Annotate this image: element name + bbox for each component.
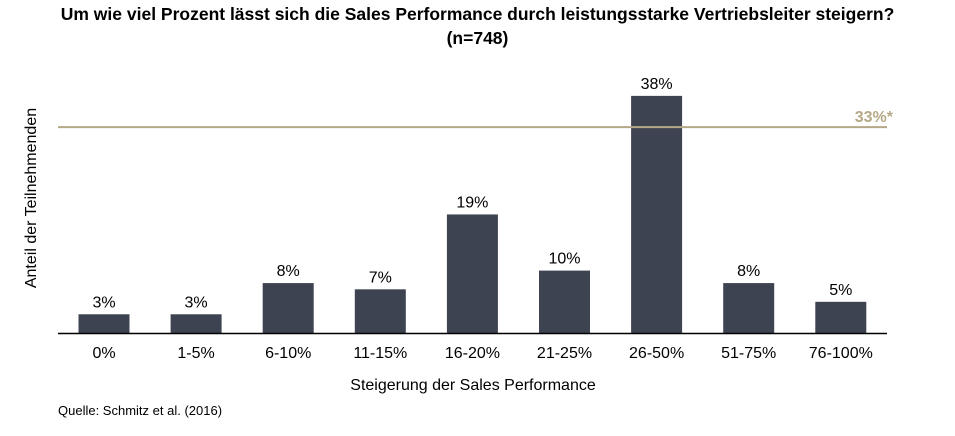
- reference-line-label: 33%*: [855, 109, 894, 126]
- data-label: 8%: [277, 263, 300, 280]
- bar-1-5%: [170, 314, 222, 333]
- source-note: Quelle: Schmitz et al. (2016): [58, 403, 223, 418]
- bar-26-50%: [631, 95, 683, 333]
- y-axis-label: Anteil der Teilnehmenden: [23, 107, 40, 289]
- chart-title: Um wie viel Prozent lässt sich die Sales…: [0, 2, 955, 50]
- bar-16-20%: [446, 214, 498, 333]
- x-tick-label: 51-75%: [721, 345, 776, 362]
- x-tick-label: 6-10%: [265, 345, 311, 362]
- data-label: 38%: [641, 76, 673, 93]
- bar-76-100%: [815, 301, 867, 333]
- data-label: 8%: [737, 263, 760, 280]
- data-label: 3%: [185, 294, 208, 311]
- x-axis-label: Steigerung der Sales Performance: [350, 377, 596, 394]
- data-label: 19%: [456, 194, 488, 211]
- x-tick-labels-group: 0% 1-5% 6-10% 11-15% 16-20% 21-25% 26-50% 51-75…: [92, 345, 872, 362]
- bar-0%: [78, 314, 130, 333]
- x-tick-label: 21-25%: [537, 345, 592, 362]
- chart-title-main: Um wie viel Prozent lässt sich die Sales…: [60, 4, 895, 24]
- bars-group: [78, 95, 867, 333]
- x-tick-label: 76-100%: [809, 345, 873, 362]
- data-labels-group: 3% 3% 8% 7% 19% 10% 38% 8% 5%: [92, 76, 852, 311]
- x-tick-label: 16-20%: [445, 345, 500, 362]
- data-label: 10%: [548, 251, 580, 268]
- data-label: 7%: [369, 269, 392, 286]
- x-tick-label: 1-5%: [177, 345, 214, 362]
- bar-21-25%: [539, 270, 590, 333]
- bar-6-10%: [262, 283, 314, 333]
- x-tick-label: 0%: [92, 345, 115, 362]
- x-tick-label: 11-15%: [353, 345, 407, 362]
- x-tick-label: 26-50%: [629, 345, 684, 362]
- data-label: 5%: [829, 282, 852, 299]
- chart-subtitle: (n=748): [446, 28, 509, 48]
- bar-51-75%: [723, 283, 775, 333]
- data-label: 3%: [92, 294, 115, 311]
- bar-11-15%: [354, 289, 406, 333]
